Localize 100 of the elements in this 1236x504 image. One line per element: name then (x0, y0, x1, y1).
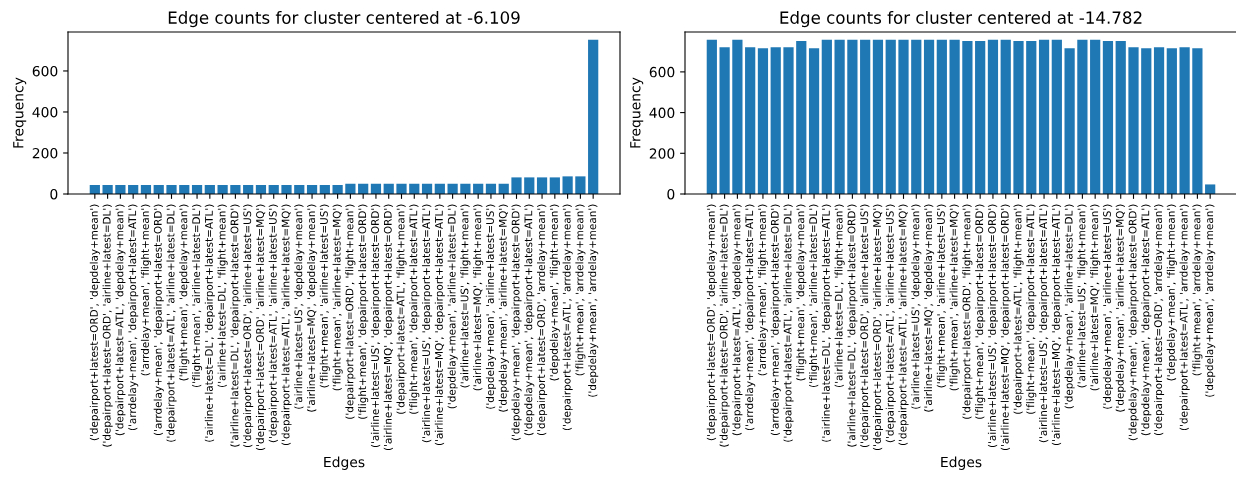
bar (1141, 48, 1152, 194)
x-tick-label: ('depdelay+mean', 'airline+latest=DL') (447, 204, 458, 409)
bar (936, 39, 947, 194)
x-tick-label: ('depdelay+mean', 'depairport+latest=ATL') (524, 204, 535, 436)
x-tick-label: ('airline+latest=MQ', 'depdelay+mean') (924, 204, 935, 412)
x-tick-label: ('depairport+latest=ORD', 'airline+latest=MQ') (255, 204, 266, 451)
x-tick-label: ('depairport+latest=ATL', 'arrdelay+mean') (562, 204, 573, 431)
x-tick-label: ('depairport+latest=ORD', 'arrdelay+mean') (1154, 204, 1165, 436)
x-tick-label: ('airline+latest=US', 'depairport+latest=ORD') (370, 204, 381, 448)
x-tick-label: ('depairport+latest=ORD', 'airline+latest=DL') (102, 204, 113, 447)
x-tick-label: ('flight+mean', 'airline+latest=US') (936, 204, 947, 388)
y-tick-label: 600 (32, 65, 58, 77)
y-tick-label: 0 (667, 188, 675, 200)
x-tick-label: ('flight+mean', 'airline+latest=MQ') (332, 204, 343, 391)
bar (732, 39, 743, 194)
x-tick-label: ('arrdelay+mean', 'depairport+latest=ATL') (128, 204, 139, 431)
x-tick-label: ('depdelay+mean', 'airline+latest=MQ') (498, 204, 509, 412)
x-tick-label: ('flight+mean', 'airline+latest=MQ') (949, 204, 960, 391)
bar (834, 39, 845, 194)
bar (524, 177, 535, 194)
bar (1038, 39, 1050, 194)
x-tick-label: ('airline+latest=DL', 'depairport+latest=ATL') (821, 204, 832, 442)
x-tick-label: ('depdelay+mean', 'flight+mean') (549, 204, 560, 381)
bar (745, 47, 756, 194)
bar (1064, 48, 1075, 194)
bar (847, 39, 858, 194)
x-tick-label: ('depdelay+mean', 'airline+latest=US') (1102, 204, 1113, 409)
x-tick-label: ('airline+latest=MQ', 'flight+mean') (473, 204, 484, 391)
x-tick-label: ('airline+latest=US', 'depdelay+mean') (294, 204, 305, 409)
x-tick-label: ('airline+latest=US', 'depairport+latest=ATL') (1039, 204, 1050, 443)
chart-title: Edge counts for cluster centered at -6.109 (168, 11, 520, 28)
bar (281, 184, 292, 194)
bar (770, 47, 781, 194)
bar (562, 176, 573, 194)
bar (808, 48, 820, 194)
bar (332, 184, 343, 194)
bar (1166, 48, 1177, 194)
x-tick-label: ('flight+mean', 'depdelay+mean') (179, 204, 190, 381)
x-tick-label: ('airline+latest=DL', 'flight+mean') (217, 204, 228, 387)
bar (1192, 48, 1203, 194)
y-tick-label: 400 (32, 106, 58, 118)
x-tick-label: ('depdelay+mean', 'depairport+latest=ORD') (511, 204, 522, 441)
bar (872, 39, 884, 194)
bar (860, 39, 871, 194)
bar (1077, 39, 1088, 194)
x-tick-label: ('flight+mean', 'depairport+latest=ATL') (409, 204, 420, 414)
x-tick-label: ('airline+latest=MQ', 'flight+mean') (1090, 204, 1101, 391)
x-tick-label: ('depdelay+mean', 'airline+latest=US') (485, 204, 496, 409)
bar (345, 183, 356, 194)
x-tick-label: ('arrdelay+mean', 'depairport+latest=ORD') (770, 204, 781, 436)
x-tick-label: ('flight+mean', 'airline+latest=DL') (809, 204, 820, 387)
x-tick-label: ('airline+latest=US', 'flight+mean') (1077, 204, 1088, 388)
bar (1026, 40, 1037, 194)
x-tick-label: ('flight+mean', 'airline+latest=DL') (192, 204, 203, 387)
y-tick-label: 0 (50, 188, 58, 200)
x-tick-label: ('depairport+latest=ATL', 'depdelay+mean') (115, 204, 126, 436)
x-tick-label: ('airline+latest=MQ', 'depairport+latest=ATL') (1051, 204, 1062, 446)
x-tick-label: ('arrdelay+mean', 'depairport+latest=ATL') (745, 204, 756, 431)
x-tick-label: ('arrdelay+mean', 'flight+mean') (757, 204, 768, 376)
x-tick-label: ('depdelay+mean', 'depairport+latest=ORD') (1128, 204, 1139, 441)
bar (115, 184, 126, 194)
x-tick-label: ('depdelay+mean', 'airline+latest=MQ') (1115, 204, 1126, 412)
bar (898, 39, 909, 194)
x-tick-label: ('depairport+latest=ATL', 'airline+latest=DL') (166, 204, 177, 442)
x-tick-label: ('flight+mean', 'depairport+latest=ATL') (1026, 204, 1037, 414)
x-tick-label: ('flight+mean', 'depdelay+mean') (796, 204, 807, 381)
bar (987, 39, 999, 194)
x-tick-label: ('airline+latest=MQ', 'depdelay+mean') (307, 204, 318, 412)
bar (396, 183, 407, 194)
x-tick-label: ('arrdelay+mean', 'depairport+latest=ORD') (153, 204, 164, 436)
bar (796, 40, 807, 194)
x-tick-label: ('depairport+latest=ORD', 'airline+latest=DL') (719, 204, 730, 447)
bar (757, 48, 769, 194)
bar (166, 184, 177, 194)
x-tick-label: ('depairport+latest=ORD', 'arrdelay+mean') (537, 204, 548, 436)
x-tick-label: ('airline+latest=MQ', 'depairport+latest=ORD') (1000, 204, 1011, 451)
x-tick-label: ('arrdelay+mean', 'flight+mean') (140, 204, 151, 376)
x-tick-label: ('airline+latest=MQ', 'depairport+latest=ATL') (434, 204, 445, 446)
bar (1179, 47, 1190, 194)
x-tick-label: ('airline+latest=US', 'depdelay+mean') (911, 204, 922, 409)
bar (1013, 40, 1024, 194)
x-tick-label: ('flight+mean', 'depairport+latest=ORD') (358, 204, 369, 419)
bar (949, 39, 960, 194)
x-tick-label: ('flight+mean', 'arrdelay+mean') (575, 204, 586, 376)
bar (719, 47, 730, 194)
x-tick-label: ('airline+latest=DL', 'flight+mean') (834, 204, 845, 387)
y-tick-label: 200 (32, 147, 58, 159)
bar (962, 40, 973, 194)
x-tick-label: ('depairport+latest=ORD', 'airline+latest=US') (243, 204, 254, 448)
bar (230, 184, 241, 194)
x-tick-label: ('depairport+latest=ATL', 'airline+latest=US') (885, 204, 896, 443)
x-tick-label: ('airline+latest=DL', 'depairport+latest=ORD') (847, 204, 858, 447)
x-tick-label: ('depairport+latest=ORD', 'depdelay+mean') (706, 204, 717, 441)
bar (1051, 39, 1062, 194)
x-tick-label: ('airline+latest=US', 'flight+mean') (460, 204, 471, 388)
x-tick-label: ('depairport+latest=ATL', 'airline+latest=MQ') (898, 204, 909, 446)
x-tick-label: ('depairport+latest=ORD', 'depdelay+mean') (89, 204, 100, 441)
bar (1102, 40, 1114, 194)
x-tick-label: ('depairport+latest=ATL', 'airline+latest=US') (268, 204, 279, 443)
y-axis-title: Frequency (630, 77, 644, 148)
